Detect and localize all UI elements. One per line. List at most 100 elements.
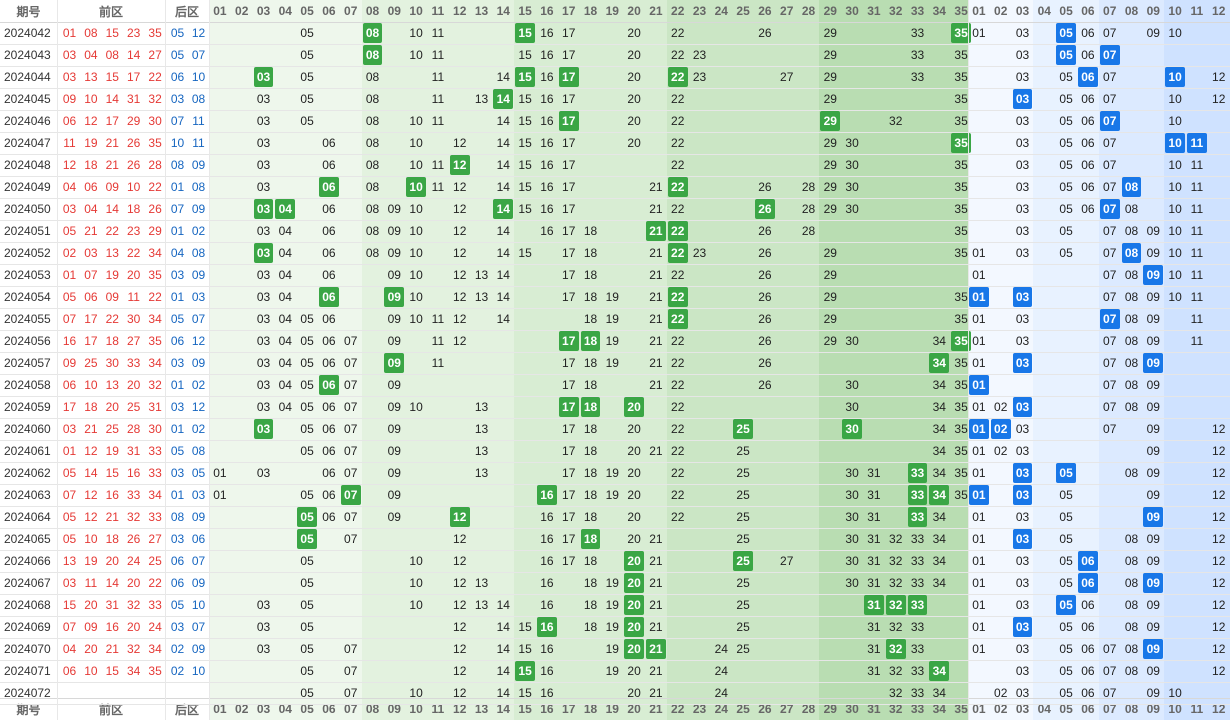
- period-cell: 2024062: [4, 466, 51, 480]
- header-front-col: 29: [823, 4, 837, 18]
- front-trend-cell: 29: [823, 312, 837, 326]
- front-trend-cell: 18: [583, 466, 598, 480]
- back-hit-cell: 02: [990, 419, 1011, 439]
- back-trend-cell: 11: [1190, 180, 1204, 194]
- back-trend-cell: 09: [1146, 444, 1160, 458]
- back-hit-cell: 08: [1121, 243, 1142, 263]
- front-trend-cell: 15: [518, 686, 532, 700]
- back-trend-cell: 10: [1168, 180, 1182, 194]
- front-trend-cell: 07: [344, 422, 358, 436]
- back-trend-cell: 11: [1190, 290, 1204, 304]
- front-trend-cell: 21: [649, 598, 663, 612]
- front-number: 20: [84, 642, 98, 656]
- header-front-col: 28: [801, 4, 816, 18]
- front-trend-cell: 21: [649, 554, 663, 568]
- front-trend-cell: 10: [409, 686, 423, 700]
- front-trend-cell: 26: [758, 26, 772, 40]
- front-number: 26: [127, 532, 141, 546]
- back-trend-cell: 12: [1212, 642, 1226, 656]
- header-front-col: 01: [213, 4, 227, 18]
- back-trend-cell: 10: [1168, 158, 1182, 172]
- back-hit-cell: 03: [1012, 287, 1033, 307]
- front-number: 21: [105, 136, 119, 150]
- front-trend-cell: 30: [845, 510, 859, 524]
- front-number: 07: [62, 620, 77, 634]
- front-trend-cell: 21: [649, 312, 663, 326]
- front-trend-cell: 24: [714, 664, 728, 678]
- front-trend-cell: 18: [583, 312, 598, 326]
- front-col-bg: [601, 0, 624, 720]
- back-number: 07: [191, 312, 206, 326]
- front-trend-cell: 11: [431, 356, 445, 370]
- back-trend-cell: 09: [1146, 334, 1160, 348]
- front-hit-cell: 35: [951, 331, 971, 351]
- front-hit-cell: 03: [253, 243, 274, 263]
- front-trend-cell: 22: [671, 400, 685, 414]
- front-trend-cell: 08: [365, 224, 380, 238]
- front-trend-cell: 20: [627, 114, 641, 128]
- back-trend-cell: 10: [1168, 268, 1182, 282]
- front-number: 03: [62, 422, 77, 436]
- header-front-col: 26: [758, 4, 772, 18]
- front-number: 21: [84, 224, 98, 238]
- back-number: 02: [191, 422, 206, 436]
- front-hit-cell: 18: [580, 397, 601, 417]
- front-number: 25: [127, 400, 141, 414]
- back-trend-cell: 06: [1081, 686, 1095, 700]
- back-trend-cell: 07: [1103, 180, 1117, 194]
- front-trend-cell: 03: [256, 224, 271, 238]
- back-trend-cell: 03: [1015, 334, 1030, 348]
- back-hit-cell: 09: [1143, 573, 1164, 593]
- back-hit-cell: 03: [1012, 617, 1033, 637]
- front-trend-cell: 35: [954, 92, 968, 106]
- front-trend-cell: 25: [736, 444, 750, 458]
- front-trend-cell: 26: [758, 334, 772, 348]
- back-trend-cell: 03: [1015, 444, 1030, 458]
- row-divider: [0, 572, 1230, 573]
- front-number: 18: [127, 202, 141, 216]
- front-trend-cell: 35: [954, 180, 968, 194]
- front-number: 35: [148, 268, 162, 282]
- front-hit-cell: 34: [929, 661, 950, 681]
- back-trend-cell: 05: [1059, 576, 1073, 590]
- back-trend-cell: 01: [972, 598, 986, 612]
- header-front-col: 15: [518, 702, 532, 716]
- front-trend-cell: 04: [278, 378, 292, 392]
- back-col-bg: [1098, 0, 1121, 720]
- front-trend-cell: 15: [518, 158, 532, 172]
- front-number: 14: [105, 202, 119, 216]
- period-cell: 2024057: [4, 356, 51, 370]
- header-back-col: 06: [1081, 4, 1095, 18]
- front-trend-cell: 31: [867, 642, 881, 656]
- front-trend-cell: 22: [671, 334, 685, 348]
- front-trend-cell: 22: [671, 422, 685, 436]
- period-cell: 2024050: [4, 202, 51, 216]
- front-trend-cell: 05: [300, 312, 314, 326]
- back-trend-cell: 08: [1124, 356, 1139, 370]
- row-divider: [0, 528, 1230, 529]
- back-hit-cell: 09: [1143, 265, 1164, 285]
- front-trend-cell: 34: [932, 444, 946, 458]
- front-trend-cell: 35: [954, 224, 968, 238]
- front-hit-cell: 17: [558, 397, 579, 417]
- period-cell: 2024045: [4, 92, 51, 106]
- back-trend-cell: 09: [1146, 488, 1160, 502]
- back-number: 08: [170, 510, 185, 524]
- back-trend-cell: 03: [1015, 70, 1030, 84]
- front-number: 01: [62, 26, 77, 40]
- header-front-col: 03: [256, 4, 271, 18]
- front-number: 24: [127, 554, 141, 568]
- front-number: 33: [127, 488, 141, 502]
- front-trend-cell: 15: [518, 180, 532, 194]
- back-number: 11: [192, 136, 205, 150]
- front-hit-cell: 22: [667, 177, 688, 197]
- front-trend-cell: 12: [453, 268, 467, 282]
- front-trend-cell: 11: [431, 70, 445, 84]
- back-trend-cell: 06: [1081, 26, 1095, 40]
- back-hit-cell: 03: [1012, 463, 1033, 483]
- back-trend-cell: 11: [1190, 202, 1204, 216]
- front-hit-cell: 25: [733, 419, 753, 439]
- front-trend-cell: 18: [583, 224, 598, 238]
- col-sep-back: [209, 0, 210, 720]
- header-front-col: 30: [845, 4, 859, 18]
